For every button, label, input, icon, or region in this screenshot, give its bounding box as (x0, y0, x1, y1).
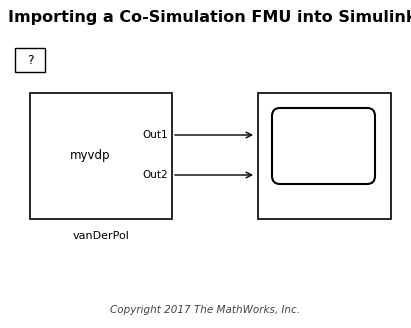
Text: vanDerPol: vanDerPol (73, 231, 129, 241)
Text: Copyright 2017 The MathWorks, Inc.: Copyright 2017 The MathWorks, Inc. (110, 305, 300, 315)
Bar (258, 93, 391, 219)
Bar (15, 48, 45, 72)
Bar (30, 93, 172, 219)
Text: Importing a Co-Simulation FMU into Simulink: Importing a Co-Simulation FMU into Simul… (8, 10, 411, 25)
Text: Out2: Out2 (142, 170, 168, 180)
Text: myvdp: myvdp (69, 150, 110, 162)
Text: ?: ? (27, 53, 33, 67)
Text: Out1: Out1 (142, 130, 168, 140)
FancyBboxPatch shape (272, 108, 375, 184)
